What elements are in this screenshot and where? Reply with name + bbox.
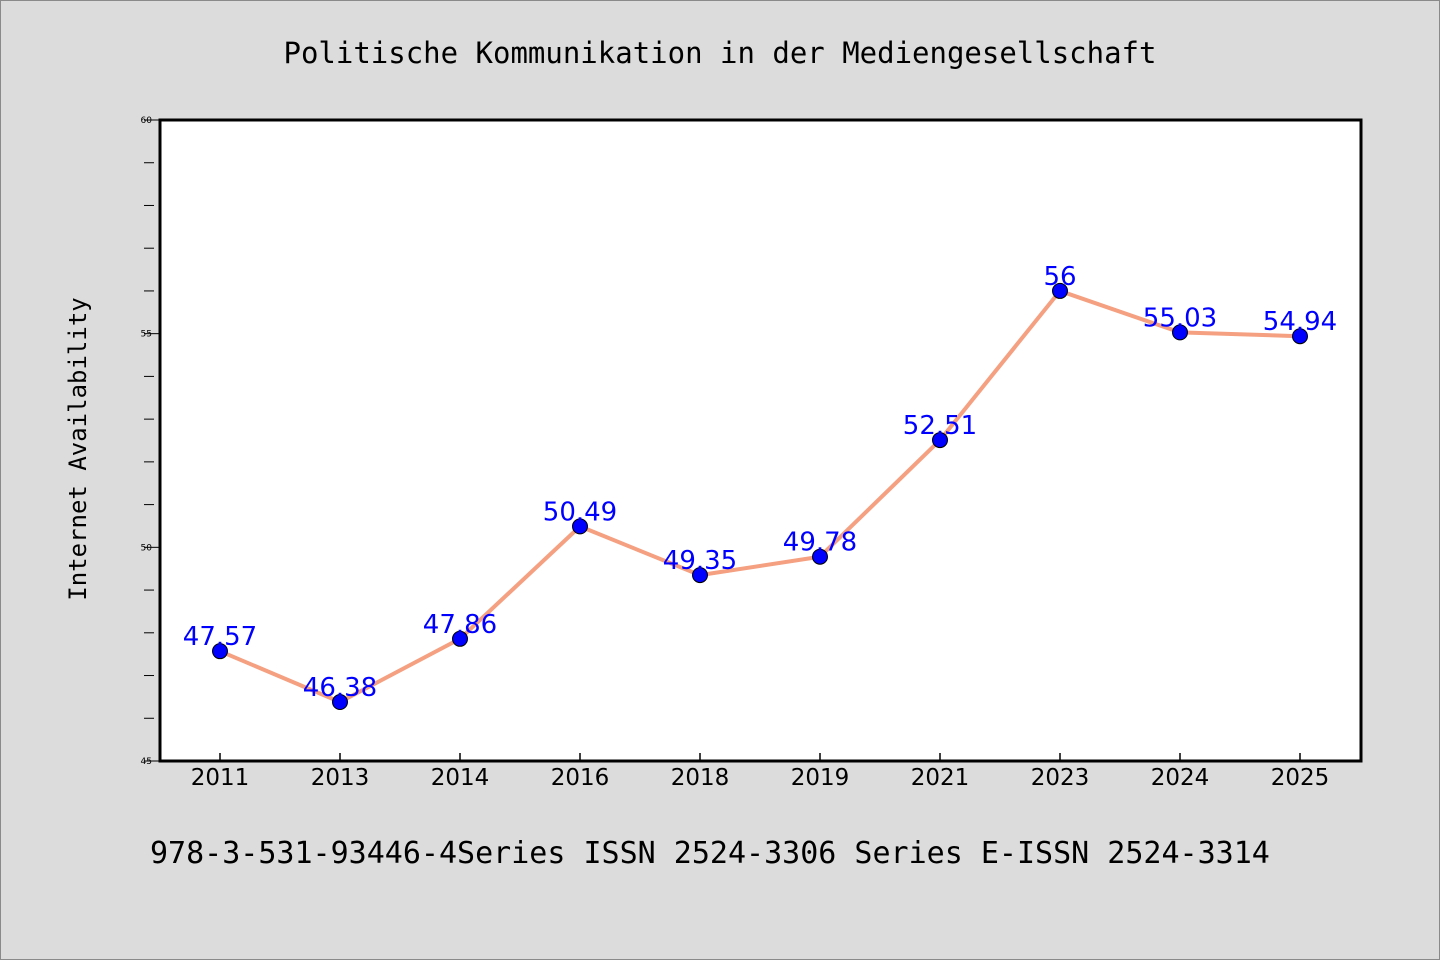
data-point bbox=[1292, 328, 1308, 345]
data-point bbox=[1052, 282, 1068, 299]
y-tick-label: 45 bbox=[141, 757, 152, 767]
x-tick-label: 2018 bbox=[671, 765, 730, 791]
y-axis-label: Internet Availability bbox=[64, 297, 92, 600]
x-tick-label: 2013 bbox=[311, 765, 370, 791]
data-label: 54.94 bbox=[1263, 307, 1337, 337]
y-tick-label: 55 bbox=[141, 330, 152, 340]
data-point bbox=[812, 548, 828, 565]
chart-title: Politische Kommunikation in der Medienge… bbox=[284, 36, 1157, 70]
data-label: 46.38 bbox=[303, 673, 377, 703]
series-line bbox=[218, 288, 1302, 705]
data-label: 55.03 bbox=[1143, 303, 1217, 333]
footer-text: 978-3-531-93446-4Series ISSN 2524-3306 S… bbox=[150, 836, 1270, 871]
x-tick-label: 2025 bbox=[1271, 765, 1330, 791]
x-tick-label: 2024 bbox=[1151, 765, 1210, 791]
data-label: 49.35 bbox=[663, 546, 737, 576]
data-label: 50.49 bbox=[543, 497, 617, 527]
data-point bbox=[452, 630, 468, 647]
x-axis-ticks: 2011 2013 2014 2016 2018 2019 2021 2023 2024 2025 bbox=[191, 753, 1330, 791]
data-point bbox=[572, 518, 588, 535]
data-label: 47.57 bbox=[183, 622, 257, 652]
data-point bbox=[932, 432, 948, 449]
x-tick-label: 2014 bbox=[431, 765, 490, 791]
x-tick-label: 2011 bbox=[191, 765, 250, 791]
y-tick-label: 60 bbox=[141, 116, 153, 126]
x-tick-label: 2023 bbox=[1031, 765, 1090, 791]
plot-area bbox=[158, 118, 1363, 763]
data-point bbox=[332, 694, 348, 711]
data-label: 56 bbox=[1043, 262, 1076, 292]
x-tick-label: 2021 bbox=[911, 765, 970, 791]
data-point bbox=[1172, 324, 1188, 341]
x-tick-label: 2019 bbox=[791, 765, 850, 791]
data-label: 47.86 bbox=[423, 610, 497, 640]
data-point bbox=[692, 567, 708, 584]
y-axis-ticks: 45 50 55 60 bbox=[141, 116, 160, 767]
data-point bbox=[212, 643, 228, 660]
data-label: 49.78 bbox=[783, 528, 857, 558]
series-group: 47.57 46.38 47.86 50.49 49.35 49.78 52.51 56 55.… bbox=[183, 262, 1337, 711]
x-tick-label: 2016 bbox=[551, 765, 610, 791]
data-label: 52.51 bbox=[903, 411, 977, 441]
y-tick-label: 50 bbox=[141, 543, 153, 553]
